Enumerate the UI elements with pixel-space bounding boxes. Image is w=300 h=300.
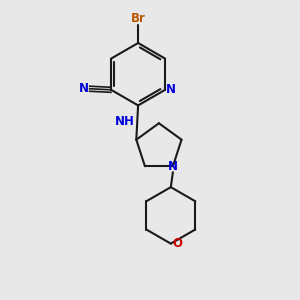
Text: Br: Br xyxy=(131,11,146,25)
Text: N: N xyxy=(168,160,178,173)
Text: N: N xyxy=(166,83,176,96)
Text: O: O xyxy=(172,237,182,250)
Text: NH: NH xyxy=(115,115,135,128)
Text: N: N xyxy=(79,82,89,95)
